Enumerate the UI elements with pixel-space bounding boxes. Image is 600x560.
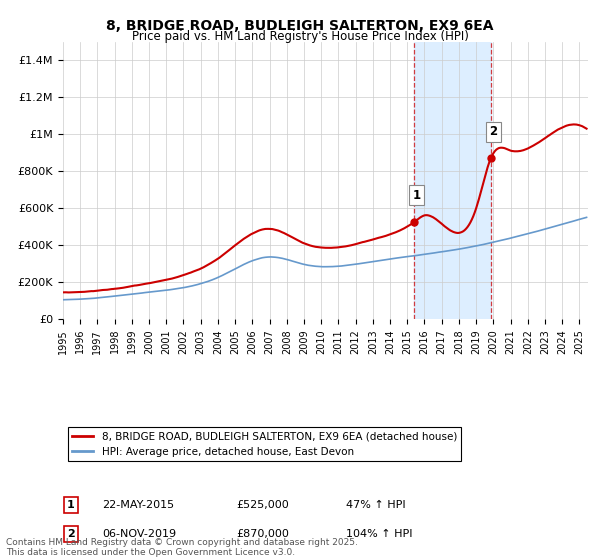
Text: Contains HM Land Registry data © Crown copyright and database right 2025.
This d: Contains HM Land Registry data © Crown c…: [6, 538, 358, 557]
Text: £870,000: £870,000: [236, 529, 289, 539]
Text: Price paid vs. HM Land Registry's House Price Index (HPI): Price paid vs. HM Land Registry's House …: [131, 30, 469, 43]
Text: 104% ↑ HPI: 104% ↑ HPI: [347, 529, 413, 539]
Text: £525,000: £525,000: [236, 500, 289, 510]
Text: 06-NOV-2019: 06-NOV-2019: [103, 529, 176, 539]
Bar: [414, 42, 491, 319]
Text: 8, BRIDGE ROAD, BUDLEIGH SALTERTON, EX9 6EA: 8, BRIDGE ROAD, BUDLEIGH SALTERTON, EX9 …: [106, 19, 494, 33]
Legend: 8, BRIDGE ROAD, BUDLEIGH SALTERTON, EX9 6EA (detached house), HPI: Average price: 8, BRIDGE ROAD, BUDLEIGH SALTERTON, EX9 …: [68, 427, 461, 461]
Text: 22-MAY-2015: 22-MAY-2015: [103, 500, 175, 510]
Text: 2: 2: [489, 125, 497, 138]
Text: 1: 1: [412, 189, 421, 202]
Text: 1: 1: [67, 500, 75, 510]
Text: 47% ↑ HPI: 47% ↑ HPI: [347, 500, 406, 510]
Text: 2: 2: [67, 529, 75, 539]
